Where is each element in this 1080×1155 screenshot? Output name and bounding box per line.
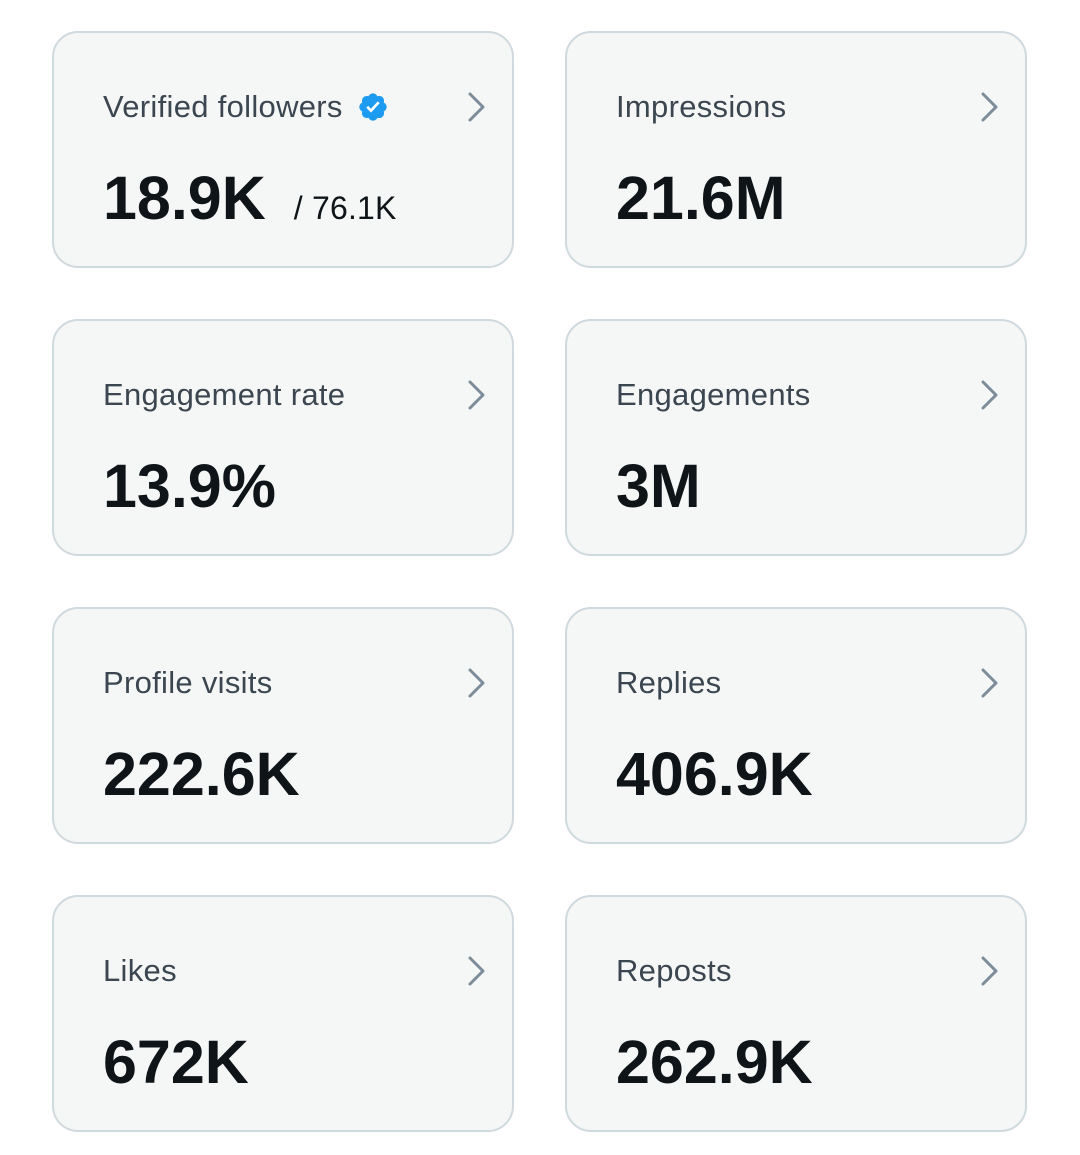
metric-card-replies[interactable]: Replies 406.9K: [565, 607, 1027, 844]
chevron-right-icon: [981, 380, 998, 410]
metric-label: Engagements: [616, 377, 811, 412]
metric-card-impressions[interactable]: Impressions 21.6M: [565, 31, 1027, 268]
metrics-grid: Verified followers 18.9K / 76.1K Impress…: [52, 31, 1027, 1132]
metric-card-likes[interactable]: Likes 672K: [52, 895, 514, 1132]
chevron-right-icon: [468, 956, 485, 986]
chevron-right-icon: [981, 956, 998, 986]
chevron-right-icon: [468, 668, 485, 698]
metric-card-engagements[interactable]: Engagements 3M: [565, 319, 1027, 556]
chevron-right-icon: [468, 380, 485, 410]
metric-card-verified-followers[interactable]: Verified followers 18.9K / 76.1K: [52, 31, 514, 268]
metric-label: Replies: [616, 665, 722, 700]
metric-label: Likes: [103, 953, 177, 988]
chevron-right-icon: [981, 92, 998, 122]
metric-value: 672K: [103, 1028, 249, 1096]
metric-value: 18.9K: [103, 164, 266, 232]
metric-value: 222.6K: [103, 740, 300, 808]
metric-card-reposts[interactable]: Reposts 262.9K: [565, 895, 1027, 1132]
metric-label: Verified followers: [103, 89, 343, 124]
metric-value: 21.6M: [616, 164, 786, 232]
chevron-right-icon: [981, 668, 998, 698]
metric-value: 406.9K: [616, 740, 813, 808]
metric-label: Impressions: [616, 89, 787, 124]
metric-total: / 76.1K: [293, 190, 397, 226]
metric-value: 262.9K: [616, 1028, 813, 1096]
metric-value: 3M: [616, 452, 701, 520]
metric-value: 13.9%: [103, 452, 276, 520]
metric-label: Reposts: [616, 953, 732, 988]
metric-label: Profile visits: [103, 665, 273, 700]
metric-card-engagement-rate[interactable]: Engagement rate 13.9%: [52, 319, 514, 556]
metric-card-profile-visits[interactable]: Profile visits 222.6K: [52, 607, 514, 844]
verified-badge-icon: [357, 91, 389, 123]
chevron-right-icon: [468, 92, 485, 122]
metric-value-wrap: 18.9K / 76.1K: [103, 165, 397, 241]
metric-label-wrap: Verified followers: [103, 87, 389, 127]
metric-label: Engagement rate: [103, 377, 346, 412]
